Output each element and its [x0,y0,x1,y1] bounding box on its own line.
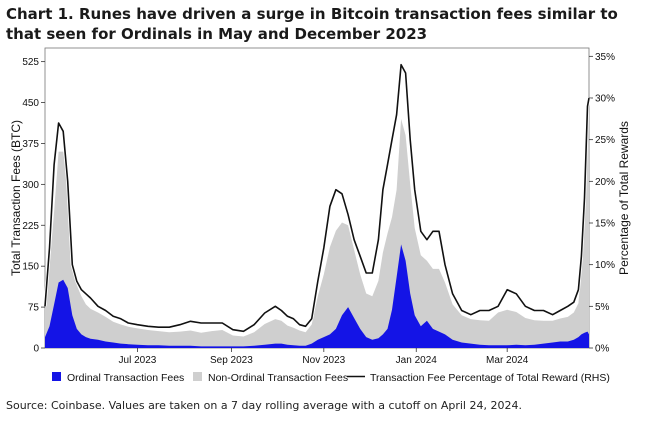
legend-label: Non-Ordinal Transaction Fees [208,372,348,384]
y-axis-left: 0 75 150 225 300 375 450 525 [22,57,45,355]
y-tick-label: 450 [22,98,39,109]
y-tick-label: 0 [33,344,39,355]
x-axis: Jul 2023 Sep 2023 Nov 2023 Jan 2024 Mar 2024 [119,348,529,366]
y2-tick-label: 35% [595,52,615,63]
legend-swatch-ordinal [52,372,61,381]
fee-percentage-line [43,63,591,333]
y2-tick-label: 15% [595,219,615,230]
x-tick-label: Jan 2024 [396,355,438,366]
source-note: Source: Coinbase. Values are taken on a … [6,399,522,412]
y-tick-label: 525 [22,57,39,68]
y-axis-label: Total Transaction Fees (BTC) [9,120,23,276]
x-tick-label: Sep 2023 [210,355,253,366]
y2-tick-label: 20% [595,177,615,188]
y-axis-right: 0% 5% 10% 15% 20% 25% 30% 35% [589,52,615,355]
y-tick-label: 300 [22,180,39,191]
y2-axis-label: Percentage of Total Rewards [617,121,631,275]
y2-tick-label: 10% [595,260,615,271]
x-tick-label: Nov 2023 [302,355,345,366]
legend-label: Transaction Fee Percentage of Total Rewa… [370,372,610,384]
legend: Ordinal Transaction Fees Non-Ordinal Tran… [52,372,610,384]
y2-tick-label: 0% [595,344,610,355]
x-tick-label: Mar 2024 [486,355,529,366]
legend-swatch-non-ordinal [193,372,202,381]
x-tick-label: Jul 2023 [119,355,157,366]
non-ordinal-fees-area [45,105,589,348]
y-tick-label: 225 [22,221,39,232]
y2-tick-label: 30% [595,94,615,105]
y-tick-label: 75 [28,303,40,314]
y-tick-label: 150 [22,262,39,273]
y2-tick-label: 25% [595,135,615,146]
y2-tick-label: 5% [595,302,610,313]
y-tick-label: 375 [22,139,39,150]
legend-label: Ordinal Transaction Fees [67,372,184,384]
chart-title: Chart 1. Runes have driven a surge in Bi… [6,5,618,43]
fee-percentage-line-stroke [44,63,590,333]
fees-chart: 0 75 150 225 300 375 450 525 0% 5% 10% 15% 20% 25% 30… [9,47,631,384]
plot-frame [44,47,590,349]
areas [45,105,589,348]
